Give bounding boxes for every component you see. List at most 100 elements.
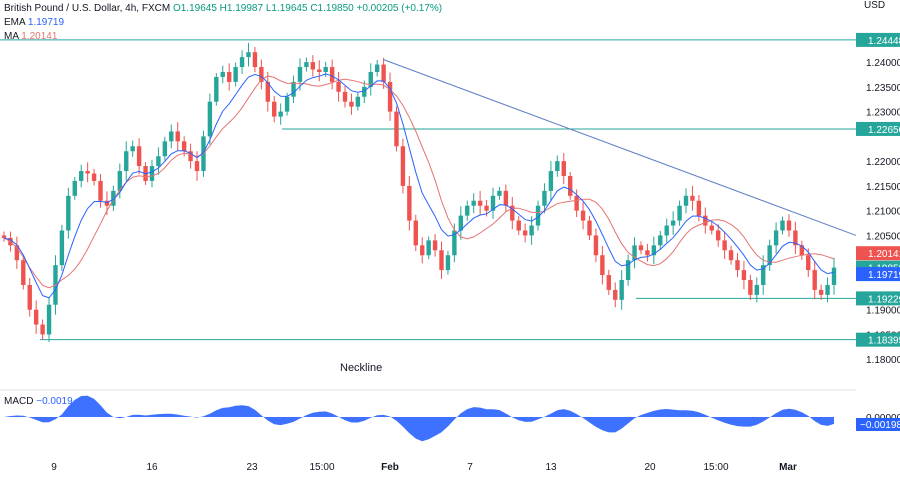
- candle-body: [342, 91, 348, 102]
- candle-body: [220, 72, 225, 77]
- candle-body: [297, 67, 303, 82]
- candle-body: [259, 67, 264, 82]
- candle-body: [664, 225, 669, 236]
- candle-body: [272, 101, 277, 117]
- candle-body: [72, 180, 77, 196]
- candle-body: [124, 151, 129, 172]
- candle-body: [516, 220, 521, 231]
- candle-body: [432, 240, 438, 251]
- candle-body: [645, 250, 650, 256]
- x-tick-label: 23: [246, 462, 258, 473]
- macd-badge-label: −0.00198: [860, 420, 900, 431]
- candle-body: [169, 131, 174, 142]
- price-badge: [856, 246, 900, 261]
- candle-body: [362, 86, 367, 97]
- x-tick-label: 20: [644, 462, 656, 473]
- candle-body: [677, 205, 682, 221]
- y-tick-label: 1.19000: [866, 306, 900, 317]
- candle-body: [368, 72, 373, 87]
- candle-body: [40, 324, 45, 335]
- candle-body: [98, 180, 103, 201]
- candle-body: [21, 260, 26, 285]
- candle-body: [310, 62, 316, 70]
- candle-body: [542, 190, 547, 206]
- change-value: +0.00205 (+0.17%): [356, 3, 443, 14]
- candle-body: [452, 230, 457, 256]
- candle-body: [587, 220, 592, 236]
- candle-body: [754, 284, 759, 295]
- candle-body: [484, 205, 489, 211]
- candle-body: [33, 309, 39, 325]
- candle-body: [85, 171, 90, 174]
- level-badge: [856, 121, 900, 136]
- level-badge-label: 1.24448: [868, 36, 900, 47]
- candle-body: [291, 81, 296, 97]
- price-badge-label: 1.20141: [868, 249, 900, 260]
- candle-body: [651, 245, 657, 256]
- candle-body: [66, 195, 71, 231]
- candle-body: [548, 171, 554, 191]
- candle-body: [568, 176, 573, 196]
- trendline: [383, 59, 857, 236]
- candle-body: [233, 67, 238, 82]
- candle-body: [91, 173, 97, 181]
- candle-body: [799, 245, 805, 256]
- candle-body: [117, 171, 123, 191]
- close-value: C1.19850: [310, 3, 354, 14]
- candle-body: [638, 245, 644, 251]
- candle-body: [27, 284, 32, 310]
- y-tick-label: 1.21500: [866, 182, 900, 193]
- candle-body: [613, 289, 618, 300]
- ma-legend: MA 1.20141: [4, 30, 57, 44]
- x-tick-label: 15:00: [703, 462, 728, 473]
- candle-body: [780, 220, 785, 231]
- candle-body: [445, 255, 451, 271]
- candle-body: [317, 69, 322, 72]
- candle-body: [786, 220, 792, 231]
- candle-body: [188, 151, 193, 162]
- candle-body: [46, 304, 52, 335]
- currency-label: USD: [864, 0, 886, 11]
- x-tick-label: 9: [51, 462, 57, 473]
- candle-body: [465, 205, 470, 216]
- candle-body: [825, 284, 830, 295]
- symbol-title: British Pound / U.S. Dollar, 4h, FXCM: [4, 3, 171, 14]
- low-value: L1.19645: [265, 3, 308, 14]
- candle-body: [703, 215, 708, 226]
- candle-body: [561, 161, 566, 176]
- high-value: H1.19987: [219, 3, 264, 14]
- candle-body: [194, 161, 200, 172]
- macd-label: MACD: [4, 396, 34, 407]
- candle-body: [735, 260, 740, 271]
- candle-body: [741, 270, 747, 280]
- y-tick-label: 1.24000: [866, 58, 900, 69]
- candle-body: [555, 161, 560, 172]
- x-tick-label: 16: [146, 462, 158, 473]
- candle-body: [535, 205, 541, 226]
- candle-body: [413, 220, 418, 246]
- candle-body: [349, 101, 354, 107]
- candle-body: [79, 171, 84, 181]
- ma-line: [3, 75, 835, 289]
- candle-body: [246, 52, 251, 58]
- candle-body: [574, 195, 579, 211]
- candle-body: [426, 240, 431, 256]
- level-badge-label: 1.18395: [868, 336, 900, 347]
- candle-body: [497, 190, 502, 196]
- candle-body: [593, 235, 599, 256]
- candle-body: [381, 64, 386, 82]
- price-badge: [856, 267, 900, 282]
- candle-body: [709, 225, 714, 231]
- candle-body: [522, 230, 528, 236]
- level-badge: [856, 332, 900, 347]
- candle-body: [175, 131, 180, 142]
- candle-body: [806, 255, 811, 271]
- x-tick-label: Mar: [779, 462, 797, 473]
- level-badge: [856, 291, 900, 306]
- macd-value: −0.0019: [36, 396, 73, 407]
- candle-body: [580, 210, 586, 221]
- y-tick-label: 1.21000: [866, 207, 900, 218]
- candle-body: [439, 250, 444, 271]
- candle-body: [761, 265, 766, 285]
- candle-body: [1, 235, 7, 238]
